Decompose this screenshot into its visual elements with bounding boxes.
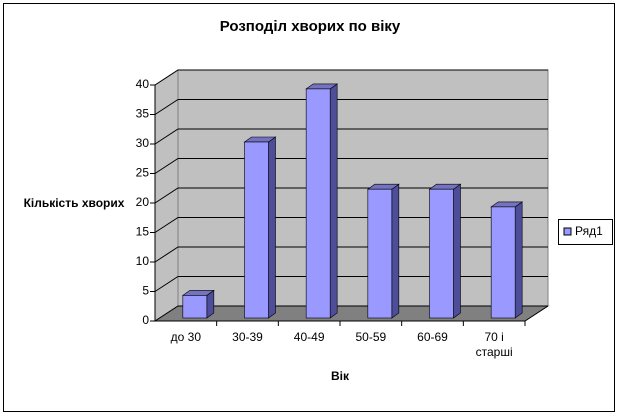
grid-line — [154, 276, 548, 292]
bar-side — [268, 136, 276, 319]
x-tick-label: 40-49 — [293, 330, 325, 344]
bar — [490, 206, 516, 319]
bar — [429, 188, 454, 319]
bar — [305, 88, 331, 319]
x-tick-label: 70 і старші — [475, 330, 513, 359]
grid-line — [154, 128, 548, 145]
y-tick-label: 10 — [136, 254, 150, 268]
grid-line — [154, 246, 548, 263]
grid-line — [154, 99, 548, 115]
grid-line — [154, 69, 548, 86]
grid-line — [154, 187, 548, 204]
bar-side — [453, 183, 461, 319]
x-tick-label: 50-59 — [355, 330, 387, 344]
grid-line — [154, 305, 548, 322]
y-tick-label: 5 — [142, 284, 149, 298]
bar-side — [514, 201, 523, 319]
bar — [182, 295, 208, 319]
legend-label: Ряд1 — [575, 224, 603, 238]
y-tick-label: 0 — [142, 313, 149, 327]
bar-side — [391, 183, 400, 319]
chart-title: Розподіл хворих по віку — [220, 18, 401, 35]
x-tick-label: 60-69 — [417, 330, 448, 344]
bar-side — [329, 83, 338, 319]
grid-line — [154, 158, 548, 174]
y-tick-label: 35 — [136, 107, 150, 121]
x-tick-label: 30-39 — [232, 330, 263, 344]
bar — [244, 141, 269, 319]
y-axis-label: Кількість хворих — [24, 196, 125, 210]
y-tick-label: 40 — [136, 77, 150, 91]
y-tick-label: 30 — [136, 136, 150, 150]
y-tick-label: 20 — [136, 195, 150, 209]
grid-line — [154, 217, 548, 233]
legend-swatch — [563, 227, 572, 236]
bar — [367, 188, 393, 319]
y-tick-label: 15 — [136, 225, 150, 239]
x-axis-depth — [524, 305, 549, 322]
x-tick-label: до 30 — [170, 330, 201, 344]
x-axis-label: Вік — [331, 369, 350, 383]
y-tick-label: 25 — [136, 166, 150, 180]
